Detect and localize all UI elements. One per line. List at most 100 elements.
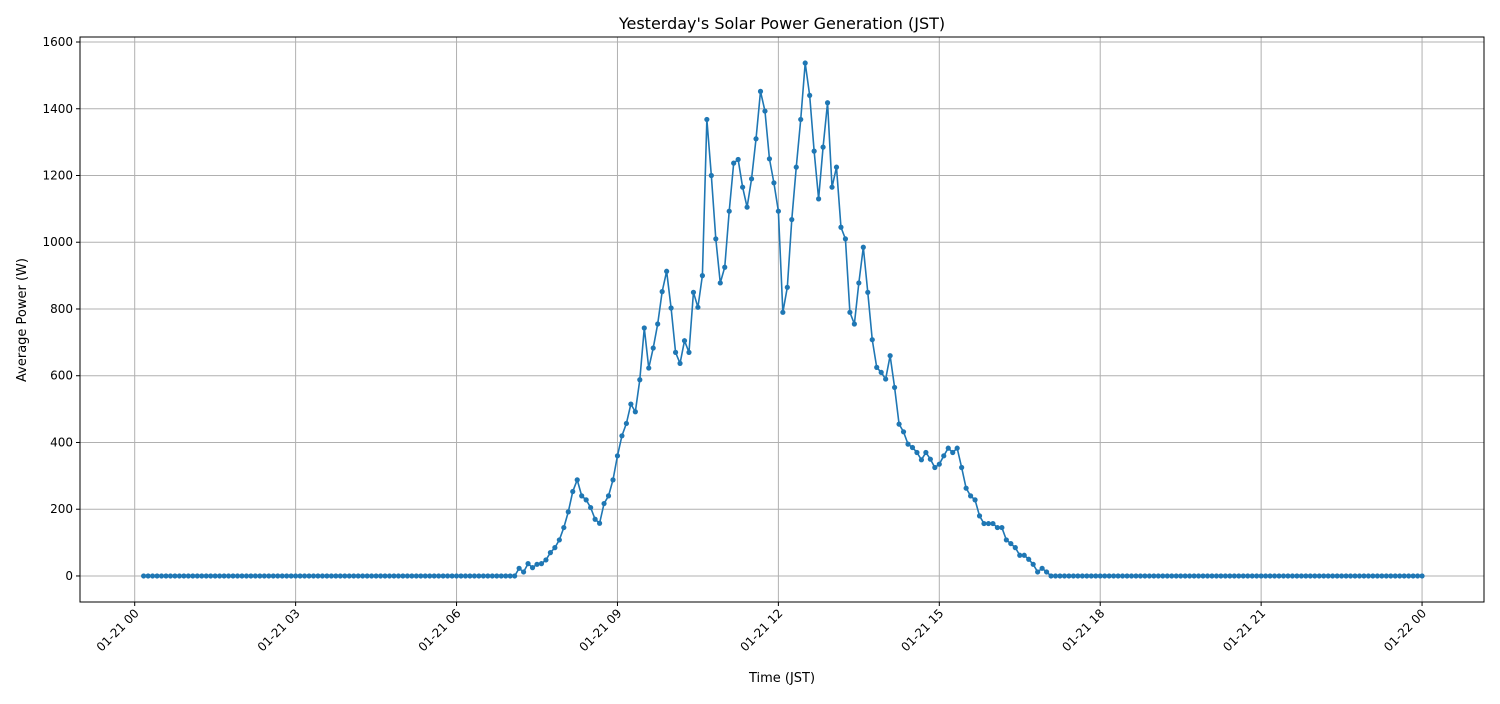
data-point [842, 236, 849, 242]
data-point [878, 369, 884, 375]
data-point [181, 573, 187, 579]
data-point [994, 524, 1001, 531]
data-point [959, 464, 965, 471]
data-point [221, 573, 227, 579]
data-point [789, 216, 795, 223]
data-point [480, 573, 486, 579]
data-point [364, 573, 370, 579]
x-tick-label: 01-22 00 [1381, 606, 1429, 654]
data-point [941, 453, 947, 459]
data-point [279, 573, 285, 579]
data-point [1339, 573, 1345, 579]
data-point [1303, 573, 1309, 579]
data-point [708, 172, 714, 179]
data-point [1137, 573, 1144, 579]
data-point [664, 268, 670, 274]
data-point [400, 573, 406, 579]
data-point [735, 156, 741, 163]
data-point [918, 457, 925, 463]
data-point [270, 573, 276, 579]
x-tick-label: 01-21 03 [255, 606, 303, 654]
data-point [1240, 573, 1246, 579]
data-point [1370, 573, 1376, 579]
data-point [413, 573, 419, 579]
data-point [860, 244, 866, 250]
data-point [248, 573, 254, 579]
data-point [512, 573, 518, 579]
data-point [914, 449, 920, 456]
y-axis-label: Average Power (W) [15, 258, 30, 382]
data-point [324, 573, 330, 579]
data-point [579, 493, 585, 499]
data-point [373, 573, 379, 579]
y-tick-label: 1000 [42, 235, 73, 249]
data-point [1254, 573, 1260, 579]
data-point [802, 60, 808, 66]
data-point [471, 573, 478, 579]
data-point [234, 573, 241, 579]
data-point [1191, 573, 1197, 579]
data-point [489, 573, 495, 579]
data-point [1079, 573, 1085, 579]
data-point [865, 289, 871, 295]
data-point [816, 196, 822, 202]
data-point [1102, 573, 1108, 579]
data-point [203, 573, 209, 579]
data-point [1312, 573, 1318, 579]
data-point [1374, 573, 1380, 579]
data-point [748, 176, 755, 182]
data-point [275, 573, 281, 579]
data-point [1280, 573, 1287, 579]
data-point [369, 573, 375, 579]
data-point [163, 573, 169, 579]
data-point [436, 573, 442, 579]
y-tick-label: 1400 [42, 102, 73, 116]
data-point [333, 573, 339, 579]
data-point [1397, 573, 1403, 579]
data-point [1267, 573, 1273, 579]
data-point [824, 100, 831, 106]
x-axis-label: Time (JST) [748, 671, 815, 686]
data-point [561, 524, 567, 531]
data-point [784, 284, 790, 290]
data-point [646, 365, 652, 371]
data-point [1173, 573, 1179, 579]
data-point [1066, 573, 1072, 579]
data-point [141, 573, 147, 579]
data-point [1151, 573, 1157, 579]
data-point [284, 573, 290, 579]
data-point [874, 364, 880, 370]
power-line [143, 62, 1423, 577]
data-point [306, 573, 312, 579]
data-point [355, 573, 361, 579]
data-point [623, 420, 630, 427]
data-point [158, 573, 165, 579]
data-point [467, 573, 473, 579]
data-point [243, 573, 250, 579]
data-point [628, 401, 634, 407]
data-point [1356, 573, 1363, 579]
data-point [1012, 545, 1018, 551]
data-point [637, 377, 643, 383]
data-point [990, 520, 996, 527]
data-point [869, 337, 875, 343]
data-point [1026, 556, 1032, 562]
data-point [650, 345, 656, 351]
data-point [1285, 573, 1291, 579]
data-point [382, 573, 388, 579]
data-point [1294, 573, 1300, 579]
data-point [440, 573, 446, 579]
data-point [1021, 552, 1027, 558]
data-point [422, 573, 428, 579]
data-point [1061, 573, 1068, 579]
data-point [386, 573, 393, 579]
data-point [1115, 573, 1121, 579]
data-point [775, 208, 781, 214]
data-point [892, 384, 898, 391]
data-point [239, 573, 245, 579]
data-point [556, 537, 562, 543]
data-point [1030, 561, 1036, 567]
data-point [570, 488, 576, 495]
data-point [811, 148, 817, 154]
